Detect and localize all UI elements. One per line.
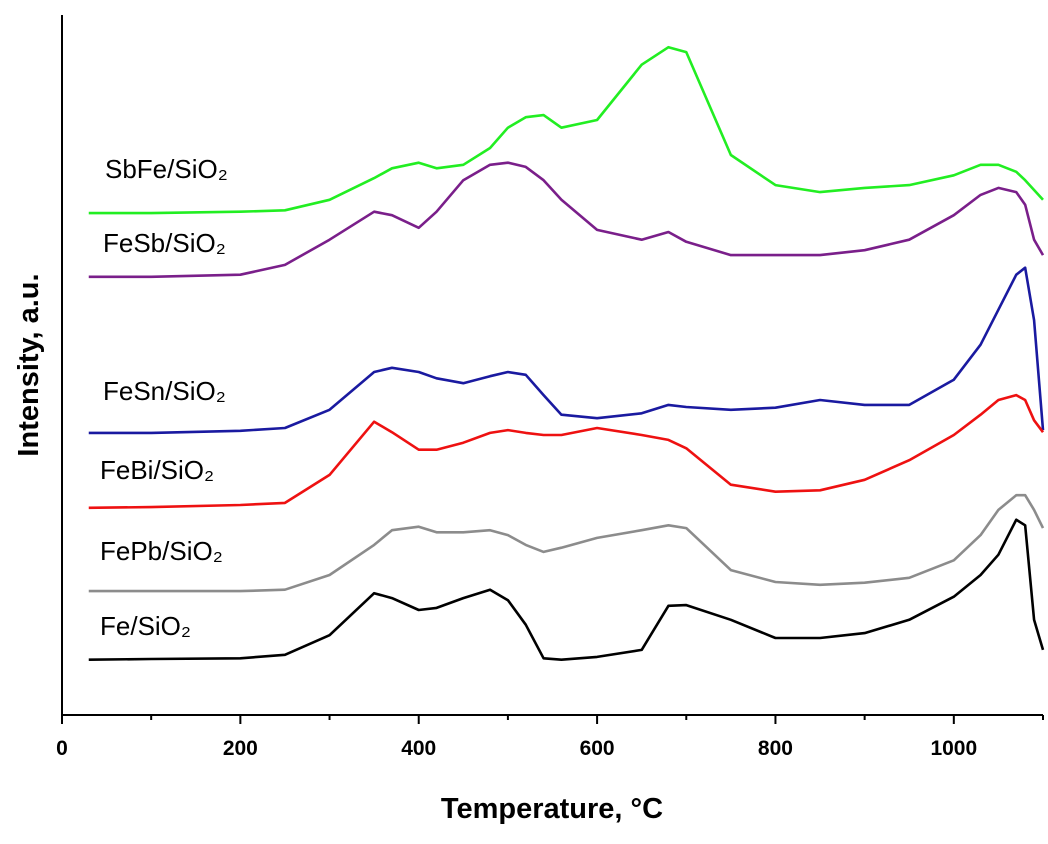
series-line <box>88 161 1045 279</box>
series-label: FePb/SiO₂ <box>100 536 223 566</box>
series-line <box>88 393 1045 510</box>
series-label: Fe/SiO₂ <box>100 611 191 641</box>
series-line <box>88 45 1044 215</box>
series-line <box>88 518 1045 661</box>
x-axis-title: Temperature, °C <box>441 793 663 825</box>
x-tick-label: 200 <box>223 737 258 760</box>
series-label: FeBi/SiO₂ <box>100 455 214 485</box>
x-tick-label: 1000 <box>930 737 977 760</box>
x-tick-label: 800 <box>758 737 793 760</box>
series-label: FeSb/SiO₂ <box>103 228 226 258</box>
series-label: SbFe/SiO₂ <box>105 154 228 184</box>
y-axis-title: Intensity, a.u. <box>13 273 45 456</box>
series-label: FeSn/SiO₂ <box>103 376 226 406</box>
series-line <box>88 266 1045 435</box>
x-tick-label: 600 <box>580 737 615 760</box>
x-tick-label: 400 <box>401 737 436 760</box>
series-line <box>88 493 1045 593</box>
x-tick-label: 0 <box>56 737 68 760</box>
